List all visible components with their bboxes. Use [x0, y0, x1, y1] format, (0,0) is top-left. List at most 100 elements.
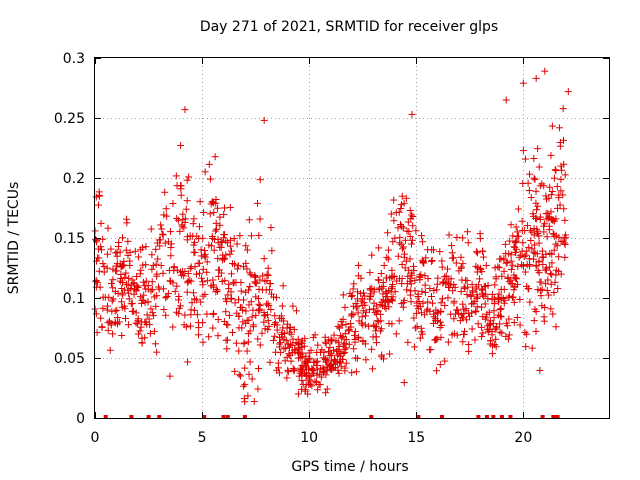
data-point — [539, 253, 547, 261]
data-point — [486, 321, 494, 329]
data-point — [149, 309, 157, 317]
data-point — [211, 227, 219, 235]
data-point — [547, 191, 555, 199]
data-point — [541, 220, 549, 228]
data-point — [548, 259, 556, 267]
data-point — [534, 145, 542, 153]
data-point — [240, 296, 248, 304]
data-point — [130, 285, 138, 293]
data-point — [314, 386, 322, 394]
data-point — [375, 244, 383, 252]
data-point — [561, 216, 569, 224]
data-point — [253, 279, 261, 287]
data-point — [206, 210, 214, 218]
data-point — [122, 280, 130, 288]
data-point — [527, 193, 535, 201]
data-point — [124, 237, 132, 245]
data-point — [510, 298, 518, 306]
data-point — [528, 245, 536, 253]
data-point — [450, 281, 458, 289]
data-point — [341, 349, 349, 357]
data-point — [195, 235, 203, 243]
data-point — [199, 338, 207, 346]
data-point — [427, 257, 435, 265]
data-point — [448, 331, 456, 339]
data-point — [134, 315, 142, 323]
data-point — [268, 247, 276, 255]
data-point — [347, 319, 355, 327]
data-point — [311, 377, 319, 385]
data-point — [295, 372, 303, 380]
data-point — [460, 283, 468, 291]
data-point — [407, 215, 415, 223]
data-point — [339, 291, 347, 299]
data-point — [246, 269, 254, 277]
data-point — [116, 277, 124, 285]
data-point — [433, 335, 441, 343]
data-point — [530, 154, 538, 162]
data-point — [536, 213, 544, 221]
data-point — [99, 260, 107, 268]
data-point — [532, 262, 540, 270]
baseline-marker — [553, 415, 558, 419]
data-point — [231, 299, 239, 307]
data-point — [136, 270, 144, 278]
data-point — [382, 274, 390, 282]
data-point — [510, 318, 518, 326]
data-point — [193, 311, 201, 319]
data-point — [160, 305, 168, 313]
data-point — [530, 231, 538, 239]
data-point — [530, 248, 538, 256]
data-point — [209, 324, 217, 332]
data-point — [490, 314, 498, 322]
data-point — [516, 321, 524, 329]
data-point — [271, 332, 279, 340]
data-point — [445, 231, 453, 239]
data-point — [468, 281, 476, 289]
data-point — [215, 272, 223, 280]
data-point — [390, 196, 398, 204]
data-point — [242, 288, 250, 296]
data-point — [212, 225, 220, 233]
data-point — [406, 206, 414, 214]
data-point — [448, 254, 456, 262]
data-point — [243, 347, 251, 355]
data-point — [126, 257, 134, 265]
data-point — [413, 302, 421, 310]
data-point — [387, 210, 395, 218]
data-point — [224, 321, 232, 329]
data-point — [152, 245, 160, 253]
data-point — [532, 214, 540, 222]
data-point — [471, 336, 479, 344]
data-point — [487, 337, 495, 345]
data-point — [290, 366, 298, 374]
data-point — [203, 277, 211, 285]
data-point — [273, 326, 281, 334]
data-point — [242, 307, 250, 315]
data-point — [134, 330, 142, 338]
data-point — [509, 232, 517, 240]
data-point — [128, 300, 136, 308]
data-point — [138, 299, 146, 307]
data-point — [290, 367, 298, 375]
data-point — [256, 341, 264, 349]
data-point — [354, 334, 362, 342]
data-point — [482, 290, 490, 298]
data-point — [497, 305, 505, 313]
data-point — [555, 191, 563, 199]
data-point — [114, 314, 122, 322]
data-point — [532, 308, 540, 316]
data-point — [402, 194, 410, 202]
data-point — [520, 252, 528, 260]
data-point — [545, 213, 553, 221]
data-point — [375, 276, 383, 284]
x-tick-label: 15 — [407, 430, 425, 446]
data-point — [133, 320, 141, 328]
data-point — [497, 255, 505, 263]
data-point — [250, 398, 258, 406]
data-point — [413, 323, 421, 331]
data-point — [292, 307, 300, 315]
data-point — [275, 369, 283, 377]
data-point — [298, 371, 306, 379]
